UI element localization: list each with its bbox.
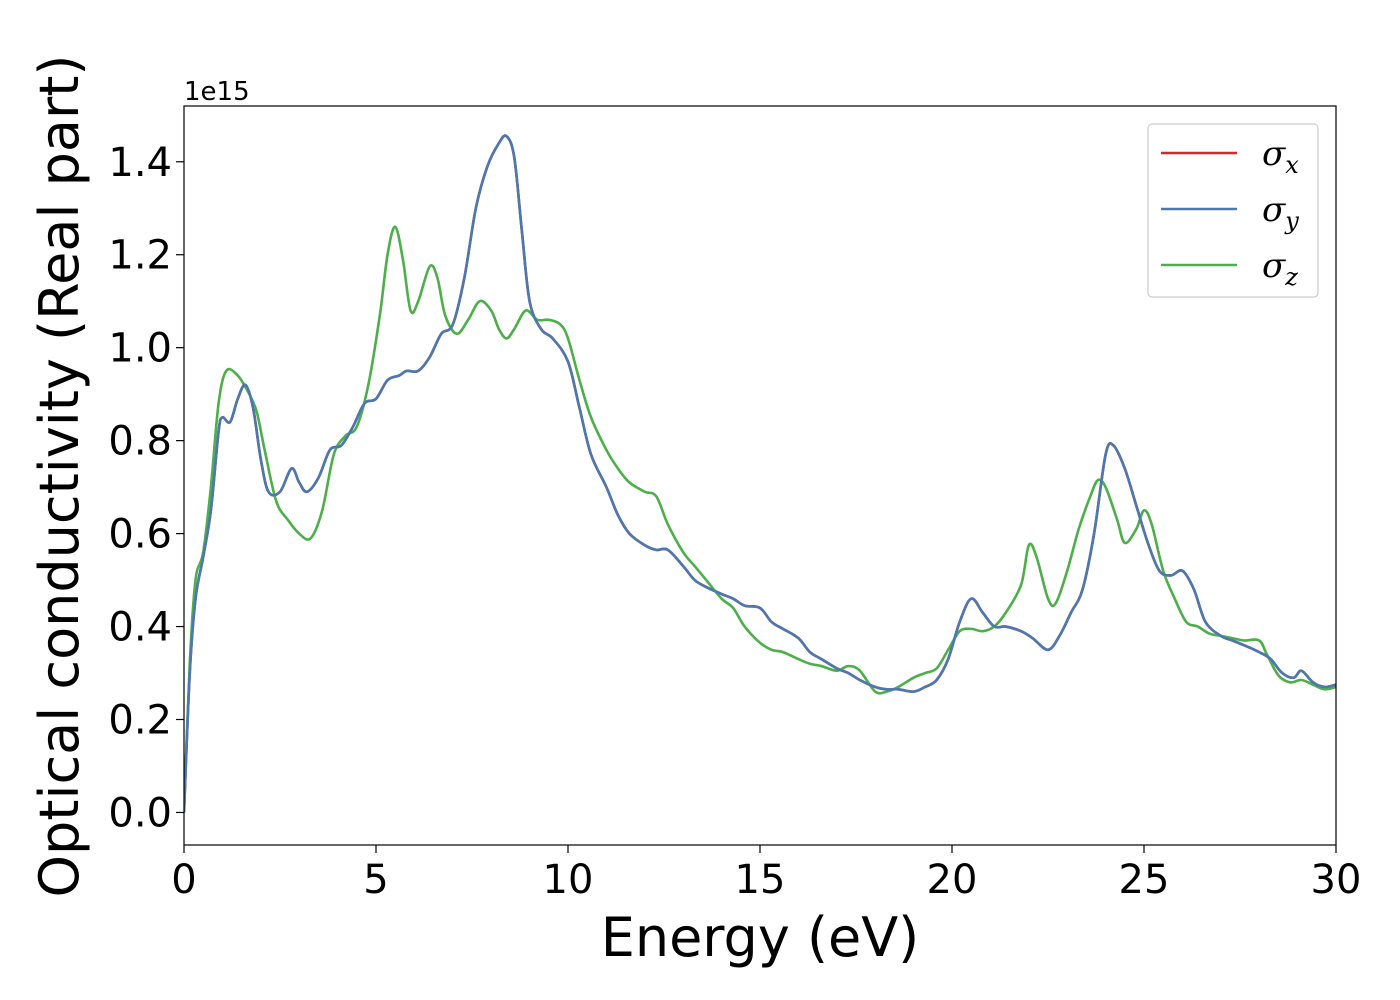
legend-subscript: x	[1285, 151, 1299, 179]
y-tick-label: 0.0	[108, 790, 172, 836]
y-tick-label: 0.2	[108, 698, 172, 744]
y-axis-ticks: 0.0 0.2 0.4 0.6 0.8 1.0 1.2 1.4	[108, 140, 184, 836]
legend-subscript: y	[1284, 207, 1299, 235]
x-tick-label: 0	[171, 857, 196, 903]
y-tick-label: 0.4	[108, 605, 172, 651]
x-tick-label: 30	[1311, 857, 1362, 903]
x-tick-label: 5	[363, 857, 388, 903]
legend-frame	[1147, 123, 1319, 298]
x-tick-label: 25	[1119, 857, 1170, 903]
y-axis-label: Optical conductivity (Real part)	[28, 55, 91, 898]
x-axis-ticks: 0 5 10 15 20 25 30	[171, 845, 1361, 903]
series-line-y	[184, 134, 1336, 813]
y-axis-offset-label: 1e15	[184, 77, 250, 107]
legend-label-z: σz	[1262, 246, 1298, 291]
y-tick-label: 1.4	[108, 140, 172, 186]
legend-symbol: σ	[1262, 190, 1286, 230]
x-axis-label: Energy (eV)	[601, 906, 920, 969]
x-tick-label: 20	[927, 857, 978, 903]
legend-label-x: σx	[1262, 134, 1299, 179]
y-tick-label: 0.8	[108, 419, 172, 465]
series-group	[184, 134, 1336, 813]
y-tick-label: 1.0	[108, 326, 172, 372]
legend-label-y: σy	[1262, 190, 1299, 235]
y-tick-label: 0.6	[108, 512, 172, 558]
legend-symbol: σ	[1262, 134, 1286, 174]
legend-subscript: z	[1284, 263, 1298, 291]
series-line-z	[184, 225, 1336, 813]
legend-symbol: σ	[1262, 246, 1286, 286]
y-tick-label: 1.2	[108, 233, 172, 279]
x-tick-label: 15	[735, 857, 786, 903]
x-tick-label: 10	[543, 857, 594, 903]
